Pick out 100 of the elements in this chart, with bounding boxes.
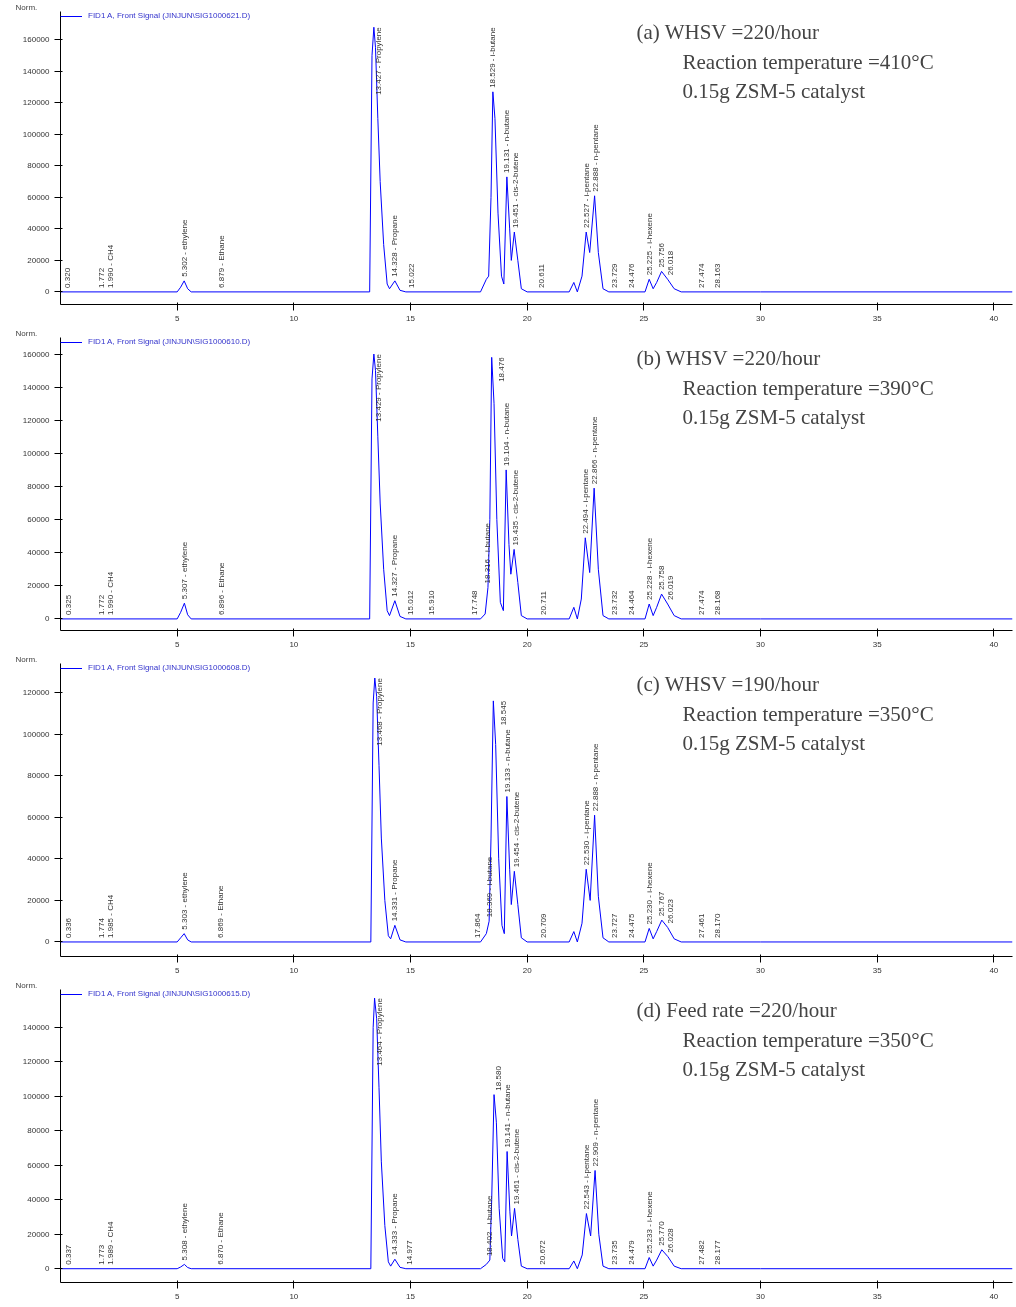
x-tick-label: 25 [639,639,649,649]
annotation: 0.325 [63,594,73,615]
y-tick-label: 80000 [27,1126,51,1136]
x-tick-label: 5 [174,313,180,323]
annotation: 19.451 - cis-2-butene [511,151,521,229]
annotation: 15.012 [406,589,416,615]
x-tick-label: 40 [989,639,999,649]
annotation: 27.474 [697,262,707,288]
annotation: 24.464 [626,589,636,615]
annotation: 22.494 - i-pentane [580,468,590,534]
annotation: 20.711 [539,590,549,615]
annotation: 1.985 - CH4 [106,894,116,938]
annotation: 1.989 - CH4 [106,1221,116,1265]
y-tick-label: 80000 [27,481,51,491]
annotation: (b) WHSV =220/hour [636,346,821,371]
x-tick-label: 40 [989,313,999,323]
y-tick-label: 140000 [22,66,51,76]
annotation: 5.302 - ethylene [179,218,189,277]
x-tick-label: 30 [756,639,766,649]
annotation: 14.331 - Propane [390,858,400,922]
y-tick-label: 20000 [27,581,51,591]
y-tick-label: 140000 [22,1022,51,1032]
annotation: 0.15g ZSM-5 catalyst [682,78,866,103]
annotation: 25.228 - i-hexene [644,537,654,601]
x-tick-label: 25 [639,1291,649,1301]
annotation: 14.333 - Propane [390,1192,400,1256]
y-axis-title: Norm. [15,328,38,338]
annotation: 22.888 - n-pentane [590,743,600,812]
annotation: 19.131 - n-butane [502,109,512,173]
annotation: 5.308 - ethylene [179,1202,189,1261]
y-tick-label: 40000 [27,854,51,864]
y-tick-label: 40000 [27,548,51,558]
annotation: 18.316 - i-butane [483,522,493,584]
annotation: 26.019 [666,574,676,601]
annotation: 0.15g ZSM-5 catalyst [682,404,866,429]
annotation: 6.896 - Ethane [216,561,226,615]
annotation: 28.177 [713,1239,723,1265]
annotation: 18.529 - i-butane [488,26,498,88]
annotation: 22.888 - n-pentane [590,123,600,192]
annotation: 19.454 - cis-2-butene [511,791,521,868]
x-tick-label: 15 [406,639,416,649]
y-tick-label: 80000 [27,161,51,171]
x-tick-label: 35 [872,313,883,323]
line-series [60,997,1013,1270]
x-tick-label: 10 [289,1291,299,1301]
y-tick-label: 0 [45,287,51,297]
y-tick-label: 40000 [27,1195,51,1205]
annotation: 5.303 - ethylene [179,871,189,930]
legend-label: FID1 A, Front Signal (JINJUN\SIG1000621.D) [88,11,251,20]
annotation: 28.170 [713,912,723,938]
y-tick-label: 60000 [27,812,51,822]
legend-label: FID1 A, Front Signal (JINJUN\SIG1000608.D) [88,663,251,672]
x-tick-label: 5 [174,1291,180,1301]
annotation: 15.022 [406,262,416,288]
x-tick-label: 10 [289,965,299,975]
annotation: 26.018 [665,250,675,276]
annotation: 13.429 - Propylene [374,353,384,422]
annotation: 17.864 [472,912,482,938]
annotation: 23.732 [609,589,619,615]
x-tick-label: 40 [989,1291,999,1301]
annotation: (d) Feed rate =220/hour [636,998,837,1023]
annotation: 15.910 [427,589,437,615]
line-series [60,26,1013,293]
annotation: 0.320 [63,267,73,288]
annotation: 25.225 - i-hexene [644,212,654,276]
x-tick-label: 25 [639,965,649,975]
x-tick-label: 15 [406,1291,416,1301]
y-tick-label: 120000 [22,688,51,698]
annotation: 23.727 [609,912,619,938]
y-tick-label: 40000 [27,224,51,234]
x-tick-label: 10 [289,639,299,649]
annotation: 0.15g ZSM-5 catalyst [682,730,866,755]
x-tick-label: 35 [872,965,883,975]
annotation: 19.104 - n-butane [501,402,511,466]
annotation: Reaction temperature =390°C [682,375,934,400]
annotation: 22.530 - i-pentane [581,799,591,866]
annotation: 25.770 [657,1220,667,1246]
annotation: Reaction temperature =350°C [682,701,934,726]
annotation: 25.230 - i-hexene [644,861,654,925]
annotation: 24.476 [627,262,637,288]
annotation: 0.15g ZSM-5 catalyst [682,1056,866,1081]
x-tick-label: 20 [522,639,533,649]
annotation: 18.476 [497,356,507,382]
annotation: 27.474 [697,589,707,615]
annotation: 19.133 - n-butane [502,728,512,793]
y-tick-label: 120000 [22,98,51,108]
annotation: 20.672 [538,1239,548,1265]
annotation: 22.909 - n-pentane [591,1098,600,1167]
annotation: (a) WHSV =220/hour [636,20,820,45]
x-tick-label: 15 [406,965,416,975]
annotation: 27.482 [697,1239,707,1265]
y-tick-label: 0 [45,1264,51,1274]
annotation: 1.990 - CH4 [106,244,116,288]
annotation: 14.977 [405,1239,415,1265]
annotation: 1.773 [97,1244,107,1265]
y-tick-label: 20000 [27,255,51,265]
y-axis-title: Norm. [15,980,38,990]
annotation: 18.402 - i-butane [485,1195,495,1257]
annotation: 28.163 [713,262,723,288]
annotation: 23.729 [609,262,619,288]
